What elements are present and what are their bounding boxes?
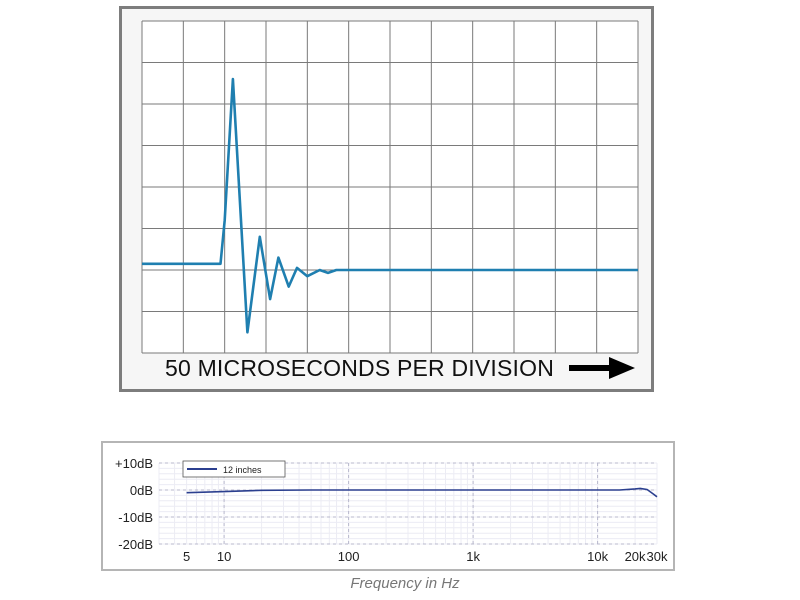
freq-x-tick-label: 10k [587, 549, 608, 564]
oscilloscope-caption: 50 MICROSECONDS PER DIVISION [165, 355, 635, 382]
caption-text: 50 MICROSECONDS PER DIVISION [165, 355, 555, 381]
freq-grid [158, 462, 658, 545]
freq-x-tick-label: 30k [647, 549, 668, 564]
freq-x-tick-label: 5 [183, 549, 190, 564]
freq-y-tick-label: 0dB [130, 483, 153, 498]
freq-legend-box [182, 460, 286, 478]
freq-x-tick-label: 20k [625, 549, 646, 564]
freq-series-line [186, 487, 658, 498]
frequency-response-panel: +10dB 0dB -10dB -20dB 5 10 100 1k 10k 20k 30k 12 in… [101, 441, 675, 571]
freq-y-tick-label: -10dB [118, 510, 153, 525]
freq-legend-label: 12 inches [223, 465, 262, 475]
freq-y-tick-label: +10dB [115, 456, 153, 471]
freq-x-tick-label: 1k [466, 549, 480, 564]
oscilloscope-chart [141, 20, 639, 354]
arrow-right-icon [568, 357, 635, 379]
frequency-axis-title: Frequency in Hz [350, 575, 460, 592]
scope-trace [142, 77, 638, 334]
frequency-response-chart: +10dB 0dB -10dB -20dB 5 10 100 1k 10k 20k 30k 12 in… [115, 456, 668, 564]
freq-legend: 12 inches [182, 460, 286, 478]
oscilloscope-panel [119, 6, 654, 392]
freq-y-tick-label: -20dB [118, 537, 153, 552]
freq-x-tick-label: 10 [217, 549, 231, 564]
freq-x-tick-label: 100 [338, 549, 360, 564]
